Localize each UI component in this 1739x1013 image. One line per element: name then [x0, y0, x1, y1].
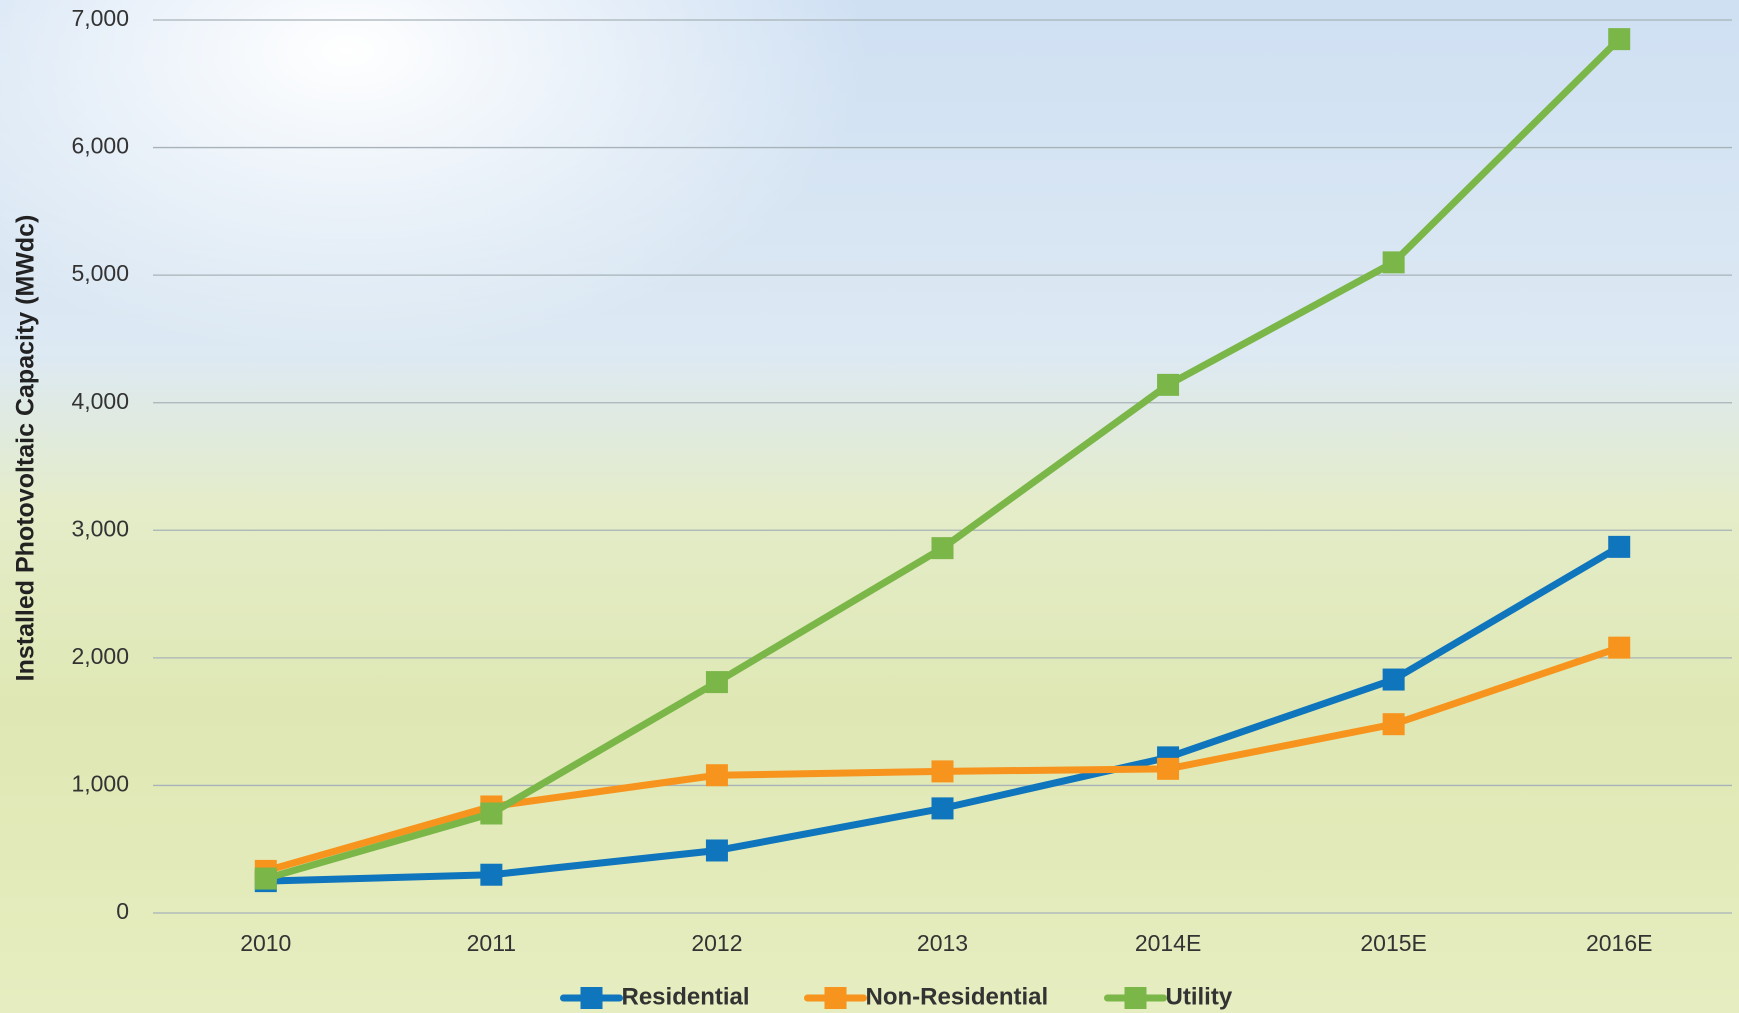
y-tick-label: 1,000 [71, 771, 129, 797]
data-point [705, 839, 728, 862]
data-point [254, 867, 277, 890]
y-tick-label: 6,000 [71, 133, 129, 159]
x-tick-label: 2012 [691, 930, 742, 956]
data-point [1382, 251, 1405, 274]
data-point [931, 760, 954, 783]
data-point [1157, 757, 1180, 780]
data-point [705, 764, 728, 787]
legend-label: Non-Residential [866, 983, 1049, 1010]
x-tick-label: 2014E [1135, 930, 1202, 956]
legend-label: Residential [622, 983, 750, 1010]
y-tick-label: 5,000 [71, 260, 129, 286]
legend-label: Utility [1166, 983, 1233, 1010]
data-point [931, 797, 954, 820]
x-tick-label: 2010 [240, 930, 291, 956]
data-point [1382, 713, 1405, 736]
legend-marker [580, 987, 603, 1009]
x-tick-label: 2015E [1360, 930, 1427, 956]
y-tick-label: 3,000 [71, 515, 129, 541]
data-point [1157, 373, 1180, 396]
x-tick-label: 2011 [467, 930, 516, 956]
data-point [1382, 668, 1405, 691]
y-axis-label: Installed Photovoltaic Capacity (MWdc) [12, 215, 40, 682]
data-point [1608, 28, 1631, 51]
x-tick-label: 2013 [917, 930, 968, 956]
y-tick-label: 2,000 [71, 643, 129, 669]
data-point [1608, 535, 1631, 558]
data-point [931, 537, 954, 560]
data-point [480, 863, 503, 886]
data-point [1608, 636, 1631, 659]
legend-marker [824, 987, 847, 1009]
y-tick-label: 0 [116, 898, 129, 924]
y-tick-label: 4,000 [71, 388, 129, 414]
data-point [480, 802, 503, 825]
legend-marker [1124, 987, 1147, 1009]
data-point [705, 671, 728, 694]
x-tick-label: 2016E [1586, 930, 1653, 956]
y-tick-label: 7,000 [71, 5, 129, 31]
